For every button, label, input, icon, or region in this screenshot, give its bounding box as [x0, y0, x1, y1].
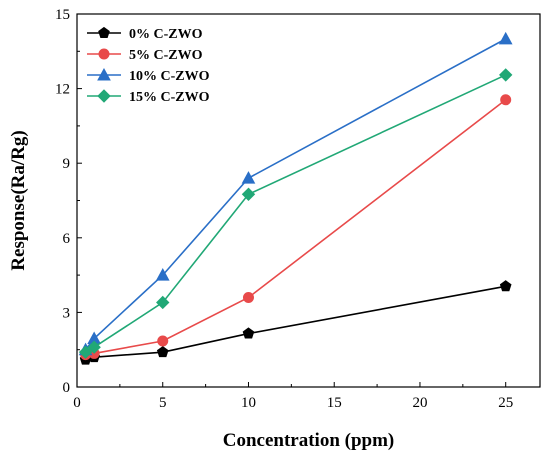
data-point [156, 346, 169, 358]
x-tick-label: 20 [412, 395, 427, 411]
y-tick-label: 12 [55, 82, 70, 98]
data-point [241, 187, 256, 201]
data-point [242, 327, 255, 339]
data-point [157, 335, 169, 347]
x-tick-label: 0 [73, 395, 81, 411]
series-3 [78, 68, 513, 359]
legend-label: 10% C-ZWO [129, 69, 210, 84]
legend-marker [98, 48, 110, 60]
legend-item: 0% C-ZWO [87, 26, 203, 42]
data-point [87, 340, 101, 354]
axes: 0 5 10 15 20 25 0 3 6 9 12 15 [55, 7, 541, 411]
series-layer [78, 31, 513, 365]
data-point [242, 291, 254, 303]
legend-item: 15% C-ZWO [87, 89, 210, 105]
legend-marker [97, 89, 111, 103]
series-0 [79, 280, 512, 365]
data-point [78, 345, 93, 359]
data-point [498, 68, 513, 82]
series-line [85, 74, 507, 353]
legend-item: 10% C-ZWO [87, 67, 210, 84]
y-tick-label: 6 [63, 231, 71, 247]
y-tick-label: 15 [55, 7, 70, 23]
legend-marker [97, 67, 111, 81]
series-line [84, 38, 507, 351]
data-point [498, 31, 513, 45]
series-line [85, 285, 506, 361]
x-tick-label: 25 [498, 395, 513, 411]
x-tick-label: 15 [327, 395, 342, 411]
data-point [156, 295, 170, 310]
legend-label: 5% C-ZWO [129, 48, 203, 63]
legend-label: 15% C-ZWO [129, 90, 210, 105]
y-tick-label: 0 [63, 380, 71, 396]
data-point [499, 280, 512, 292]
legend-marker [98, 26, 110, 38]
y-tick-label: 3 [63, 305, 71, 321]
x-tick-label: 5 [159, 395, 167, 411]
data-point [155, 268, 170, 281]
legend: 0% C-ZWO 5% C-ZWO 10% C-ZWO 15% C-ZWO [87, 26, 210, 105]
data-point [241, 171, 256, 184]
data-point [500, 94, 512, 106]
y-tick-label: 9 [63, 156, 71, 172]
series-line [85, 99, 507, 356]
legend-item: 5% C-ZWO [87, 48, 203, 63]
legend-label: 0% C-ZWO [129, 27, 203, 42]
y-axis-title: Response(Ra/Rg) [8, 130, 29, 270]
x-tick-label: 10 [241, 395, 256, 411]
series-1 [80, 94, 512, 361]
x-axis-title: Concentration (ppm) [223, 430, 395, 451]
